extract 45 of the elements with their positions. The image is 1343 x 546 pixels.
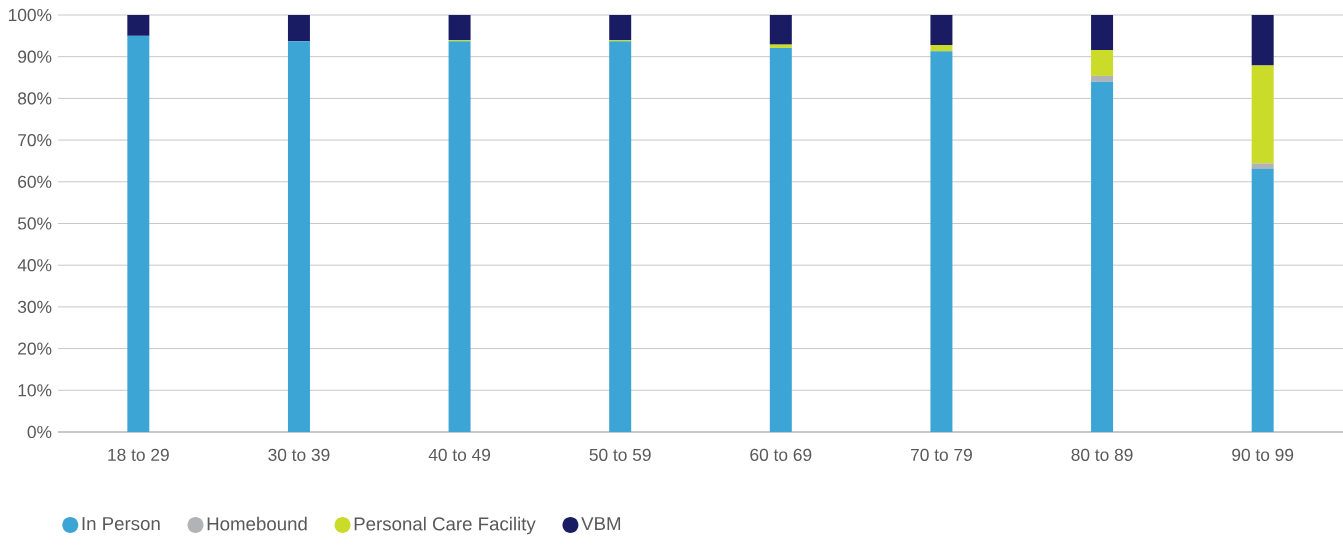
legend-label: In Person: [82, 517, 160, 531]
x-tick-label: 18 to 29: [108, 448, 169, 461]
legend-label: Personal Care Facility: [354, 516, 536, 535]
bar: [769, 44, 792, 48]
y-tick-label: 90%: [18, 50, 52, 63]
bar: [448, 14, 471, 41]
x-tick-label: 40 to 49: [428, 448, 491, 461]
y-tick-label: 0%: [27, 425, 52, 439]
legend-label: VBM: [581, 517, 621, 530]
bar: [769, 47, 792, 432]
y-tick-label: 100%: [8, 8, 52, 22]
bar: [1091, 50, 1114, 76]
bar: [1091, 75, 1114, 82]
bar: [1251, 168, 1274, 432]
legend-label: Homebound: [207, 516, 307, 531]
x-tick-label: 60 to 69: [750, 448, 812, 461]
bar: [609, 41, 632, 432]
bar: [287, 14, 310, 42]
bar: [287, 41, 310, 432]
bar: [1091, 14, 1114, 51]
bar: [769, 14, 792, 45]
x-tick-label: 30 to 39: [268, 448, 330, 461]
y-tick-label: 40%: [17, 259, 52, 272]
bar: [1251, 65, 1274, 164]
bar: [127, 14, 150, 36]
y-tick-label: 70%: [18, 133, 52, 147]
bar: [930, 51, 953, 432]
y-tick-label: 20%: [18, 342, 52, 355]
bar: [930, 45, 953, 52]
x-tick-label: 90 to 99: [1232, 448, 1294, 461]
y-tick-label: 50%: [17, 217, 52, 230]
bar: [448, 41, 471, 432]
y-tick-label: 60%: [18, 175, 52, 188]
y-tick-label: 30%: [17, 300, 52, 314]
bar: [1251, 14, 1274, 66]
y-tick-label: 80%: [18, 92, 52, 105]
bar: [609, 14, 632, 41]
x-tick-label: 80 to 89: [1071, 448, 1133, 461]
bar: [127, 35, 150, 432]
bar: [1091, 81, 1114, 432]
y-tick-label: 10%: [18, 384, 52, 397]
bar: [930, 14, 953, 46]
x-tick-label: 50 to 59: [589, 448, 651, 461]
x-tick-label: 70 to 79: [911, 448, 972, 461]
bar: [1251, 163, 1274, 169]
